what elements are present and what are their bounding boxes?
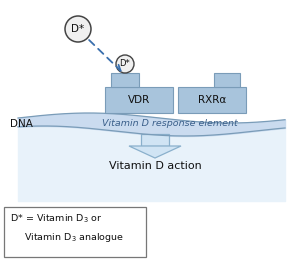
Bar (105, 87, 173, 113)
Text: Vitamin D response element: Vitamin D response element (102, 120, 238, 128)
Text: VDR: VDR (128, 95, 150, 105)
Text: RXRα: RXRα (198, 95, 226, 105)
Polygon shape (129, 146, 181, 158)
Text: D*: D* (72, 24, 85, 34)
Text: D*: D* (120, 60, 130, 68)
Bar (178, 87, 246, 113)
Text: Vitamin D$_3$ analogue: Vitamin D$_3$ analogue (24, 230, 124, 244)
Text: D* = Vitamin D$_3$ or: D* = Vitamin D$_3$ or (10, 213, 102, 225)
Bar (4, 207, 146, 257)
Circle shape (65, 16, 91, 42)
Bar (111, 73, 139, 87)
Text: Vitamin D action: Vitamin D action (109, 161, 201, 171)
Text: DNA: DNA (10, 119, 33, 129)
Bar (141, 134, 169, 146)
Bar (214, 73, 240, 87)
Circle shape (116, 55, 134, 73)
